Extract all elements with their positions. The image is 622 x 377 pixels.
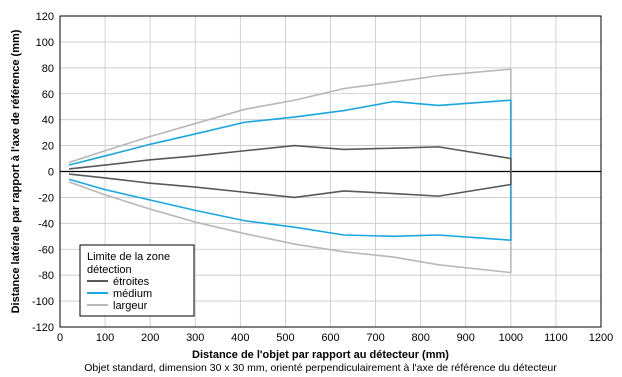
legend: Limite de la zone détection étroitesmédi…	[79, 244, 195, 317]
x-tick-label: 400	[231, 332, 249, 344]
series-line-médium	[68, 99, 512, 241]
series-layer	[68, 68, 512, 274]
x-tick-label: 900	[457, 332, 475, 344]
y-axis-label: Distance latérale par rapport à l'axe de…	[10, 29, 22, 313]
x-tick-label: 500	[276, 332, 294, 344]
y-tick-label: -20	[38, 192, 54, 204]
y-tick-label: 40	[42, 115, 54, 127]
y-tick-label: 0	[48, 167, 54, 179]
x-tick-label: 300	[186, 332, 204, 344]
x-tick-label: 200	[141, 332, 159, 344]
y-tick-label: 120	[36, 11, 54, 23]
y-tick-label: 100	[36, 37, 54, 49]
legend-label-médium: médium	[113, 288, 152, 300]
y-tick-label: -40	[38, 218, 54, 230]
x-tick-label: 100	[96, 332, 114, 344]
x-tick-label: 600	[321, 332, 339, 344]
x-tick-label: 800	[411, 332, 429, 344]
y-tick-labels: 120 100 80 60 40 20 0 -20 -40 -60 -80 -100 -120	[32, 11, 54, 334]
y-tick-label: 20	[42, 141, 54, 153]
chart-note: Objet standard, dimension 30 x 30 mm, or…	[84, 362, 557, 374]
y-tick-label: -100	[32, 296, 54, 308]
x-tick-label: 1100	[544, 332, 568, 344]
x-tick-labels: 0 100 200 300 400 500 600 700 800 900 1000 1100 1200	[57, 332, 613, 344]
y-tick-label: -80	[38, 270, 54, 282]
legend-label-étroites: étroites	[113, 276, 150, 288]
x-tick-label: 1200	[589, 332, 613, 344]
x-tick-label: 700	[366, 332, 384, 344]
legend-title-line1: Limite de la zone	[87, 251, 170, 263]
series-line-étroites	[68, 144, 512, 199]
x-axis-label: Distance de l'objet par rapport au détec…	[192, 349, 449, 361]
series-line-largeur	[68, 68, 512, 274]
x-tick-label: 1000	[499, 332, 523, 344]
x-tick-label: 0	[57, 332, 63, 344]
legend-title-line2: détection	[87, 264, 132, 276]
plot-frame	[59, 15, 602, 328]
y-tick-label: -120	[32, 322, 54, 334]
legend-label-largeur: largeur	[113, 300, 148, 312]
y-tick-label: 60	[42, 89, 54, 101]
y-tick-label: 80	[42, 63, 54, 75]
y-tick-label: -60	[38, 244, 54, 256]
